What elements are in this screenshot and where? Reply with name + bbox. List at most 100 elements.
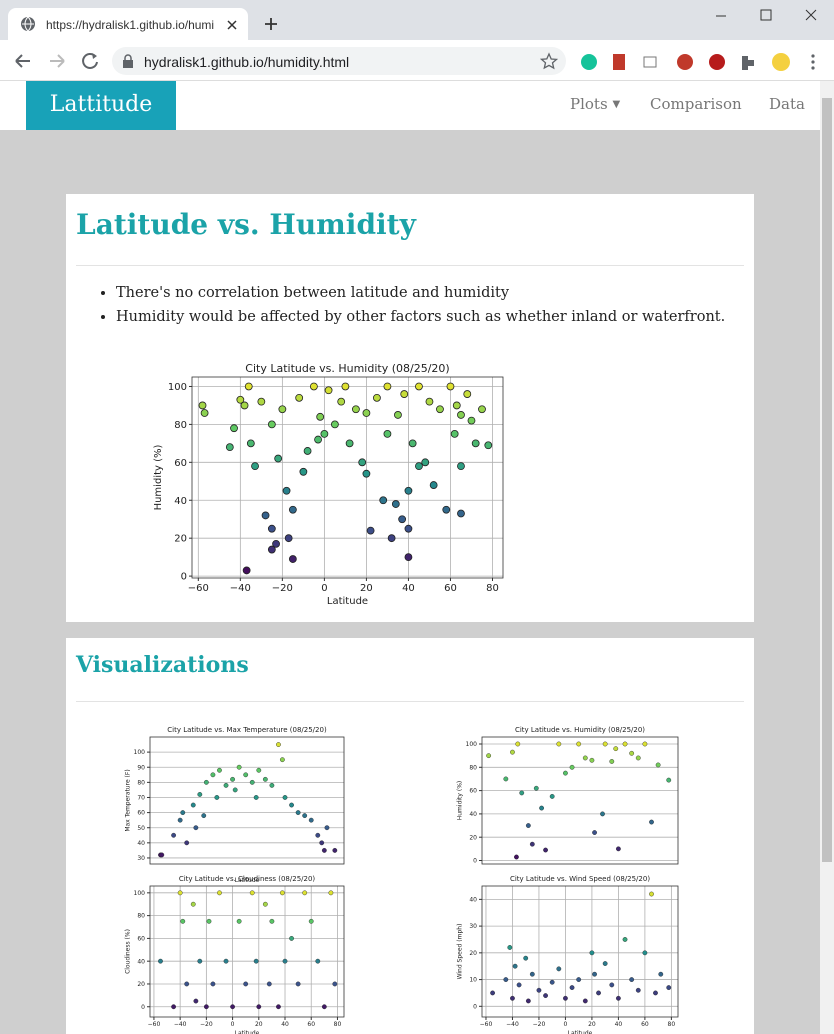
point [655,762,661,768]
point [158,958,163,964]
point [415,382,423,391]
point [269,782,275,788]
point [529,971,535,977]
nav-link[interactable]: Comparison [650,95,742,113]
tab[interactable] [8,8,248,40]
x-tick-label: 0 [231,1021,235,1028]
point [267,545,276,554]
new-tab[interactable] [264,17,278,31]
y-tick-label: 60 [137,936,145,943]
point [193,825,199,831]
plot-frame [149,736,345,865]
nav-link[interactable]: Data [769,95,805,113]
point [649,891,654,897]
scrollbar-thumb[interactable] [822,98,832,862]
point [236,395,245,404]
point [429,481,438,489]
point [249,779,255,785]
point [666,777,672,783]
point [452,401,461,410]
point [315,958,321,964]
point [609,759,615,764]
point [484,441,493,450]
brand[interactable]: Lattitude [26,81,176,130]
y-tick-label: 70 [137,795,145,802]
point [200,409,209,417]
point [324,386,333,395]
point [309,382,318,391]
point [332,981,338,987]
plot-area [150,737,344,864]
nav-buttons[interactable] [12,50,102,72]
toolbar-icons[interactable] [540,52,820,72]
plot-frame [149,885,345,1018]
point [303,447,312,455]
window-controls[interactable] [710,6,824,26]
y-tick-label: 40 [137,840,145,847]
point [543,993,548,999]
nav-link[interactable]: Plots ▼ [570,95,621,113]
divider [76,265,744,266]
x-tick-label: −20 [272,583,293,594]
point [629,977,635,982]
point [315,832,321,838]
x-tick-label: 40 [615,1021,623,1028]
point [289,802,294,808]
point [549,794,555,799]
point [404,524,413,533]
point [507,945,513,950]
tab-title: https://hydralisk1.github.io/humi [46,18,215,32]
x-axis-label: Latitude [327,596,368,607]
y-tick-label: 0 [141,1004,145,1011]
heading: Latitude vs. Humidity [76,208,416,241]
point [635,755,641,761]
point [616,995,621,1001]
point [490,990,495,996]
y-axis-label: Cloudiness (%) [124,929,131,974]
point [616,846,621,852]
tab-close[interactable] [226,19,238,31]
point [341,382,350,391]
plot-area [482,737,678,864]
point [225,443,234,452]
point [246,439,255,448]
point [457,462,465,471]
point [267,524,276,533]
point [629,750,635,756]
point [436,405,444,414]
x-tick-label: 80 [486,583,499,594]
point [525,998,531,1004]
point [569,764,575,770]
point [269,918,275,924]
point [658,971,664,977]
point [198,401,207,410]
bullet: There's no correlation between latitude … [116,281,796,305]
point [398,515,407,524]
y-tick-label: 30 [469,923,477,930]
point [563,995,568,1001]
point [251,462,259,471]
point [563,770,568,776]
y-tick-label: 40 [469,896,477,903]
point [379,496,388,505]
point [467,416,476,425]
point [279,890,285,896]
point [533,785,539,791]
y-tick-label: 100 [466,741,478,748]
omnibox[interactable] [112,47,566,75]
point [278,405,287,414]
point [295,393,304,402]
x-tick-label: −60 [148,1021,161,1028]
y-axis-label: Humidity (%) [456,781,463,821]
x-tick-label: 20 [360,583,373,594]
point [288,505,297,514]
point [642,950,648,956]
y-tick-label: 60 [137,810,145,817]
x-tick-label: −40 [506,1021,519,1028]
point [330,420,339,429]
point [486,753,492,759]
x-tick-label: 0 [564,1021,568,1028]
x-tick-label: −20 [533,1021,546,1028]
point [514,854,519,860]
x-tick-label: 60 [307,1021,315,1028]
